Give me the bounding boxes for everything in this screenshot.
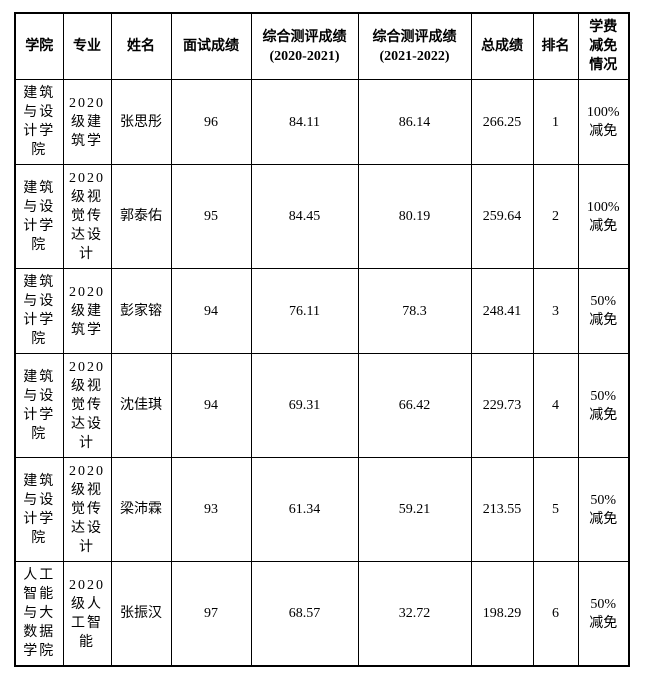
cell-total-score: 229.73: [470, 353, 534, 458]
cell-interview-score: 94: [170, 353, 252, 458]
cell-comp-score-2020-2021: 68.57: [250, 561, 359, 667]
cell-rank: 2: [532, 164, 579, 269]
table-row: 建筑 与设 计学 院 2020 级视 觉传 达设 计 梁沛霖 93 61.34 …: [14, 457, 630, 562]
cell-tuition-waiver: 50% 减免: [577, 268, 630, 354]
cell-name: 张振汉: [110, 561, 172, 667]
cell-rank: 3: [532, 268, 579, 354]
cell-interview-score: 93: [170, 457, 252, 562]
cell-total-score: 213.55: [470, 457, 534, 562]
cell-total-score: 248.41: [470, 268, 534, 354]
cell-comp-score-2020-2021: 61.34: [250, 457, 359, 562]
table-row: 建筑 与设 计学 院 2020 级视 觉传 达设 计 沈佳琪 94 69.31 …: [14, 353, 630, 458]
cell-comp-score-2021-2022: 32.72: [357, 561, 472, 667]
cell-name: 沈佳琪: [110, 353, 172, 458]
col-header-tuition-waiver: 学费 减免 情况: [577, 12, 630, 80]
cell-tuition-waiver: 50% 减免: [577, 353, 630, 458]
table-body: 建筑 与设 计学 院 2020 级建 筑学 张思彤 96 84.11 86.14…: [14, 79, 630, 667]
col-header-total-score: 总成绩: [470, 12, 534, 80]
cell-interview-score: 94: [170, 268, 252, 354]
cell-name: 梁沛霖: [110, 457, 172, 562]
cell-comp-score-2021-2022: 86.14: [357, 79, 472, 165]
cell-total-score: 198.29: [470, 561, 534, 667]
cell-college: 建筑 与设 计学 院: [14, 353, 64, 458]
cell-tuition-waiver: 50% 减免: [577, 561, 630, 667]
table-row: 人工 智能 与大 数据 学院 2020 级人 工智 能 张振汉 97 68.57…: [14, 561, 630, 667]
cell-comp-score-2021-2022: 66.42: [357, 353, 472, 458]
cell-tuition-waiver: 100% 减免: [577, 164, 630, 269]
col-header-rank: 排名: [532, 12, 579, 80]
cell-comp-score-2021-2022: 78.3: [357, 268, 472, 354]
cell-major: 2020 级视 觉传 达设 计: [62, 457, 112, 562]
cell-college: 建筑 与设 计学 院: [14, 164, 64, 269]
cell-major: 2020 级视 觉传 达设 计: [62, 164, 112, 269]
col-header-college: 学院: [14, 12, 64, 80]
cell-comp-score-2021-2022: 80.19: [357, 164, 472, 269]
score-table-container: 学院 专业 姓名 面试成绩 综合测评成绩 (2020-2021) 综合测评成绩 …: [14, 12, 630, 667]
table-header: 学院 专业 姓名 面试成绩 综合测评成绩 (2020-2021) 综合测评成绩 …: [14, 12, 630, 80]
cell-major: 2020 级建 筑学: [62, 79, 112, 165]
table-row: 建筑 与设 计学 院 2020 级建 筑学 彭家镕 94 76.11 78.3 …: [14, 268, 630, 354]
cell-major: 2020 级建 筑学: [62, 268, 112, 354]
cell-tuition-waiver: 100% 减免: [577, 79, 630, 165]
cell-major: 2020 级人 工智 能: [62, 561, 112, 667]
cell-college: 人工 智能 与大 数据 学院: [14, 561, 64, 667]
cell-rank: 4: [532, 353, 579, 458]
cell-tuition-waiver: 50% 减免: [577, 457, 630, 562]
col-header-comp-score-2021-2022: 综合测评成绩 (2021-2022): [357, 12, 472, 80]
cell-college: 建筑 与设 计学 院: [14, 79, 64, 165]
col-header-comp-score-2020-2021: 综合测评成绩 (2020-2021): [250, 12, 359, 80]
cell-rank: 1: [532, 79, 579, 165]
scholarship-score-table: 学院 专业 姓名 面试成绩 综合测评成绩 (2020-2021) 综合测评成绩 …: [14, 12, 630, 667]
cell-total-score: 259.64: [470, 164, 534, 269]
col-header-interview-score: 面试成绩: [170, 12, 252, 80]
cell-comp-score-2020-2021: 76.11: [250, 268, 359, 354]
cell-interview-score: 97: [170, 561, 252, 667]
cell-name: 郭泰佑: [110, 164, 172, 269]
cell-comp-score-2020-2021: 84.11: [250, 79, 359, 165]
cell-comp-score-2020-2021: 84.45: [250, 164, 359, 269]
cell-name: 彭家镕: [110, 268, 172, 354]
cell-interview-score: 95: [170, 164, 252, 269]
col-header-name: 姓名: [110, 12, 172, 80]
cell-interview-score: 96: [170, 79, 252, 165]
cell-college: 建筑 与设 计学 院: [14, 268, 64, 354]
col-header-major: 专业: [62, 12, 112, 80]
header-row: 学院 专业 姓名 面试成绩 综合测评成绩 (2020-2021) 综合测评成绩 …: [14, 12, 630, 80]
cell-major: 2020 级视 觉传 达设 计: [62, 353, 112, 458]
cell-rank: 5: [532, 457, 579, 562]
table-row: 建筑 与设 计学 院 2020 级建 筑学 张思彤 96 84.11 86.14…: [14, 79, 630, 165]
cell-name: 张思彤: [110, 79, 172, 165]
cell-rank: 6: [532, 561, 579, 667]
cell-comp-score-2020-2021: 69.31: [250, 353, 359, 458]
cell-comp-score-2021-2022: 59.21: [357, 457, 472, 562]
cell-college: 建筑 与设 计学 院: [14, 457, 64, 562]
table-row: 建筑 与设 计学 院 2020 级视 觉传 达设 计 郭泰佑 95 84.45 …: [14, 164, 630, 269]
cell-total-score: 266.25: [470, 79, 534, 165]
